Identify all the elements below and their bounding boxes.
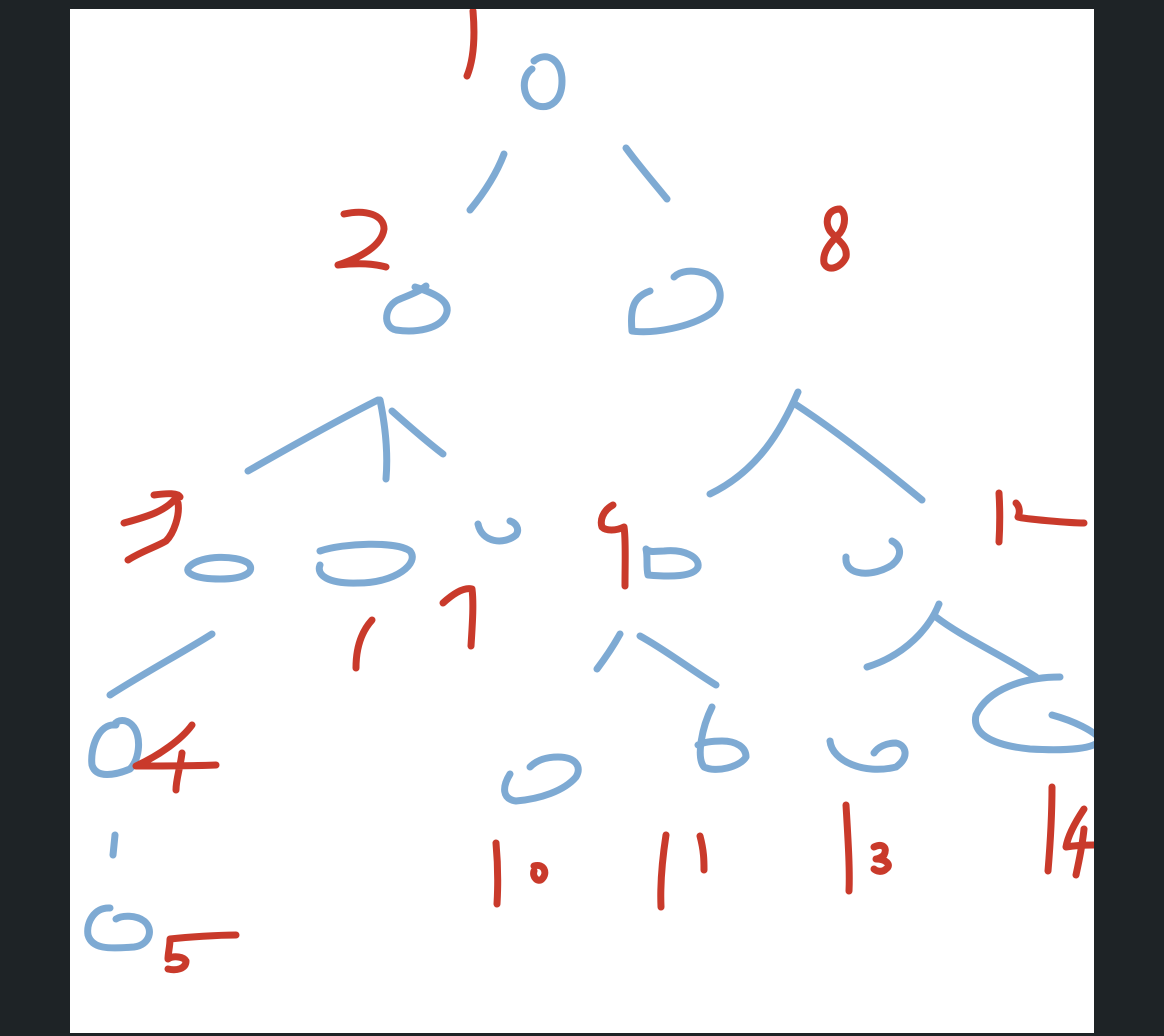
label-6 [352, 616, 376, 672]
label-3 [120, 490, 184, 564]
label-8 [820, 205, 850, 272]
edge-2-7 [388, 407, 447, 458]
node-13 [826, 737, 909, 773]
node-9 [642, 545, 702, 580]
nodes [84, 53, 1094, 952]
node-14 [971, 673, 1094, 754]
edge-4-5 [109, 831, 119, 859]
label-9 [597, 501, 629, 590]
edge-8-9 [706, 388, 802, 498]
edge-9-10 [593, 630, 624, 673]
edge-2-3 [244, 396, 382, 475]
node-1 [520, 53, 566, 111]
node-7 [474, 517, 522, 545]
label-10 [492, 839, 549, 908]
label-2 [334, 208, 390, 271]
label-14 [1044, 783, 1094, 879]
tree-diagram [84, 9, 1094, 974]
node-12 [842, 537, 903, 577]
node-4 [88, 717, 142, 778]
edge-1-2 [466, 150, 508, 214]
node-10 [501, 753, 582, 805]
label-5 [164, 931, 240, 974]
labels [120, 9, 1094, 974]
edge-1-8 [622, 144, 671, 203]
label-13 [842, 801, 892, 895]
node-3 [184, 553, 255, 583]
label-11 [657, 831, 708, 911]
node-5 [84, 904, 153, 952]
edge-12-14 [932, 613, 1040, 681]
label-1 [463, 9, 478, 80]
label-7 [439, 585, 477, 650]
edge-2-6 [376, 396, 391, 483]
edge-3-4 [106, 630, 216, 699]
drawing-canvas [70, 9, 1094, 1033]
label-12 [995, 489, 1088, 546]
node-11 [694, 703, 750, 773]
edge-9-11 [636, 632, 720, 689]
edge-12-13 [863, 600, 943, 671]
edges [106, 144, 1040, 859]
edge-8-12 [791, 400, 926, 504]
label-4 [132, 721, 220, 794]
node-8 [628, 267, 724, 336]
node-6 [315, 540, 416, 587]
node-2 [383, 282, 451, 335]
